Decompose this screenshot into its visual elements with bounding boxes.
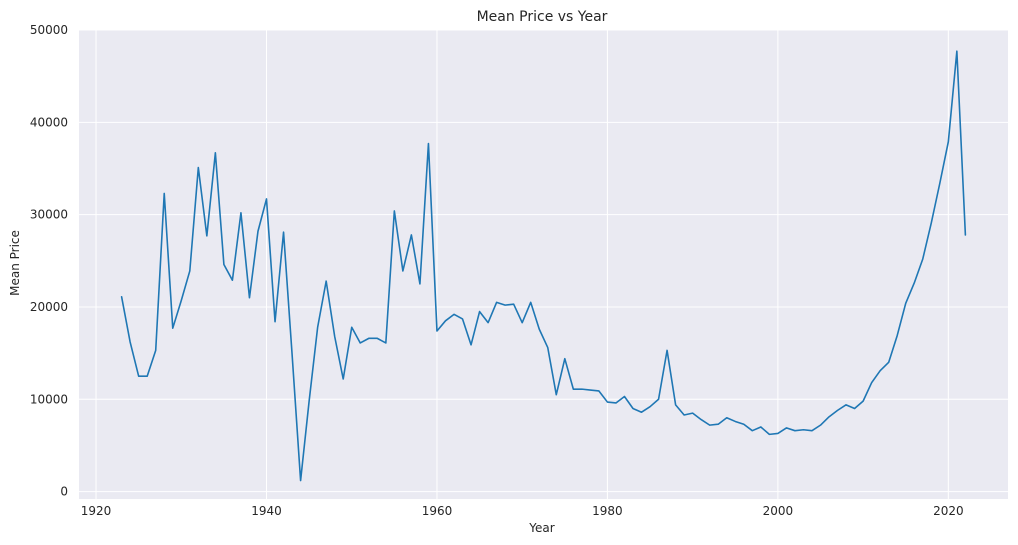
y-tick-labels: 0 10000 20000 30000 40000 50000 (30, 23, 68, 499)
y-tick-label: 50000 (30, 23, 68, 37)
y-tick-label: 20000 (30, 300, 68, 314)
y-axis-label: Mean Price (8, 230, 22, 296)
x-axis-label: Year (528, 521, 554, 535)
x-tick-labels: 1920 1940 1960 1980 2000 2020 (81, 504, 964, 518)
x-tick-label: 1960 (422, 504, 453, 518)
series-layer (120, 50, 967, 482)
x-tick-label: 1940 (251, 504, 282, 518)
chart-title: Mean Price vs Year (477, 9, 608, 25)
y-tick-label: 30000 (30, 208, 68, 222)
plot-area (79, 30, 1008, 499)
x-tick-label: 2020 (933, 504, 964, 518)
x-tick-label: 1920 (81, 504, 112, 518)
series-line (120, 50, 967, 482)
x-tick-label: 1980 (592, 504, 623, 518)
grid-lines (79, 29, 1008, 499)
y-tick-label: 0 (60, 485, 68, 499)
y-tick-label: 40000 (30, 115, 68, 129)
x-tick-label: 2000 (763, 504, 794, 518)
y-tick-label: 10000 (30, 392, 68, 406)
